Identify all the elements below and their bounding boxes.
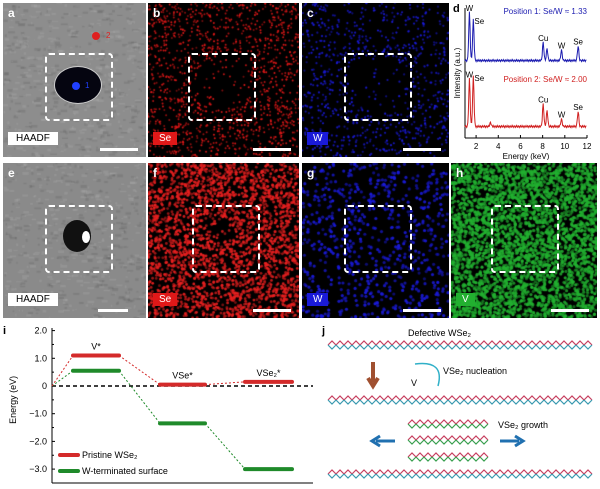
panel-a-haadf: 1 2 a HAADF — [3, 3, 146, 157]
peak-label: W — [466, 71, 474, 80]
y-axis-label: Energy (eV) — [8, 376, 18, 424]
y-tick-label: −1.0 — [29, 409, 47, 419]
connector — [204, 423, 246, 470]
state-label: VSe* — [172, 371, 193, 381]
cyan-arrow — [414, 362, 440, 387]
position-1-marker — [72, 82, 80, 90]
wse2-layer — [327, 344, 593, 350]
panel-j-growth-schematic: j Defective WSe₂ VSe₂ nucleation V VSe₂ grow… — [321, 325, 593, 479]
w-tag: W — [307, 132, 329, 145]
scale-bar — [253, 148, 291, 151]
connector — [51, 370, 74, 387]
panel-label: h — [456, 166, 464, 180]
x-axis-label: Energy (keV) — [503, 152, 550, 160]
panel-label: i — [3, 325, 6, 337]
wse2-layer — [327, 473, 593, 479]
panel-label: b — [153, 6, 161, 20]
x-tick-label: 8 — [540, 142, 545, 151]
series-label: Position 2: Se/W ≈ 2.00 — [503, 75, 587, 84]
peak-label: Cu — [538, 34, 548, 43]
y-tick-label: 0 — [42, 381, 47, 391]
vse2-layer — [407, 423, 489, 429]
peak-label: W — [466, 4, 474, 13]
wse2-layer — [327, 340, 593, 346]
state-label: VSe₂* — [256, 368, 281, 378]
haadf-tag: HAADF — [8, 293, 58, 306]
position-1-label: 1 — [85, 81, 90, 90]
left-arrow — [369, 434, 395, 448]
peak-label: W — [558, 41, 566, 50]
peak-label: W — [558, 111, 566, 120]
scale-bar — [403, 309, 441, 312]
panel-label: j — [321, 325, 325, 337]
panel-c-w-map: c W — [302, 3, 449, 157]
series-label: Position 1: Se/W ≈ 1.33 — [503, 7, 587, 16]
panel-label: a — [8, 6, 15, 20]
scale-bar — [100, 148, 138, 151]
panel-f-se-map: f Se — [148, 163, 299, 318]
peak-label: Se — [474, 74, 484, 83]
x-tick-label: 6 — [518, 142, 523, 151]
legend-label: W-terminated surface — [82, 466, 168, 476]
connector — [118, 355, 161, 386]
position-2-marker — [92, 32, 100, 40]
se-tag: Se — [153, 293, 178, 306]
vse2-layer — [407, 419, 489, 425]
connector — [51, 355, 74, 387]
y-tick-label: 1.0 — [34, 353, 47, 363]
scale-bar — [98, 309, 128, 312]
right-arrow — [500, 434, 526, 448]
haadf-tag: HAADF — [8, 132, 58, 145]
panel-label: g — [307, 166, 315, 180]
peak-label: Se — [573, 38, 583, 47]
vse2-layer — [407, 456, 489, 462]
x-tick-label: 10 — [560, 142, 569, 151]
panel-b-se-map: b Se — [148, 3, 299, 157]
wse2-layer — [327, 469, 593, 475]
vse2-layer — [407, 435, 489, 441]
x-tick-label: 12 — [583, 142, 592, 151]
vse2-layer — [407, 452, 489, 458]
y-tick-label: −2.0 — [29, 436, 47, 446]
panel-label: e — [8, 166, 15, 180]
scale-bar — [551, 309, 589, 312]
state-label: V* — [91, 342, 101, 352]
panel-e-haadf: e HAADF — [3, 163, 146, 318]
scale-bar — [253, 309, 291, 312]
y-axis-label: Intensity (a.u.) — [453, 47, 462, 98]
spectrum-line — [464, 11, 587, 63]
scale-bar — [403, 148, 441, 151]
panel-g-w-map: g W — [302, 163, 449, 318]
wse2-layer — [327, 395, 593, 401]
defective-label: Defective WSe₂ — [408, 328, 472, 338]
panel-label: d — [453, 3, 460, 15]
x-tick-label: 4 — [496, 142, 501, 151]
panel-label: c — [307, 6, 314, 20]
panel-d-eds-spectra: d 2 4 6 8 10 12 Energy (keV) Intensity (a.u.) Pos… — [453, 3, 592, 160]
wse2-layer — [327, 399, 593, 405]
x-tick-label: 2 — [474, 142, 479, 151]
connector — [204, 381, 246, 386]
v-tag: V — [456, 293, 475, 306]
panel-i-energy-diagram: i 2.0 1.0 0 −1.0 −2.0 −3.0 Energy (eV) V* VSe* VSe… — [3, 325, 313, 484]
w-tag: W — [307, 293, 329, 306]
se-tag: Se — [153, 132, 178, 145]
v-label: V — [411, 378, 417, 388]
y-tick-label: 2.0 — [34, 326, 47, 336]
y-tick-label: −3.0 — [29, 464, 47, 474]
vse2-layer — [407, 439, 489, 445]
growth-label: VSe₂ growth — [498, 420, 548, 430]
peak-label: Se — [474, 17, 484, 26]
peak-label: Cu — [538, 96, 548, 105]
nucleation-label: VSe₂ nucleation — [443, 366, 507, 376]
brown-down-arrow — [366, 362, 380, 390]
spectrum-line — [464, 75, 587, 129]
legend-label: Pristine WSe₂ — [82, 450, 138, 460]
peak-label: Se — [573, 103, 583, 112]
position-2-label: 2 — [106, 31, 111, 40]
panel-label: f — [153, 166, 157, 180]
panel-h-v-map: h V — [451, 163, 597, 318]
connector — [118, 370, 161, 424]
